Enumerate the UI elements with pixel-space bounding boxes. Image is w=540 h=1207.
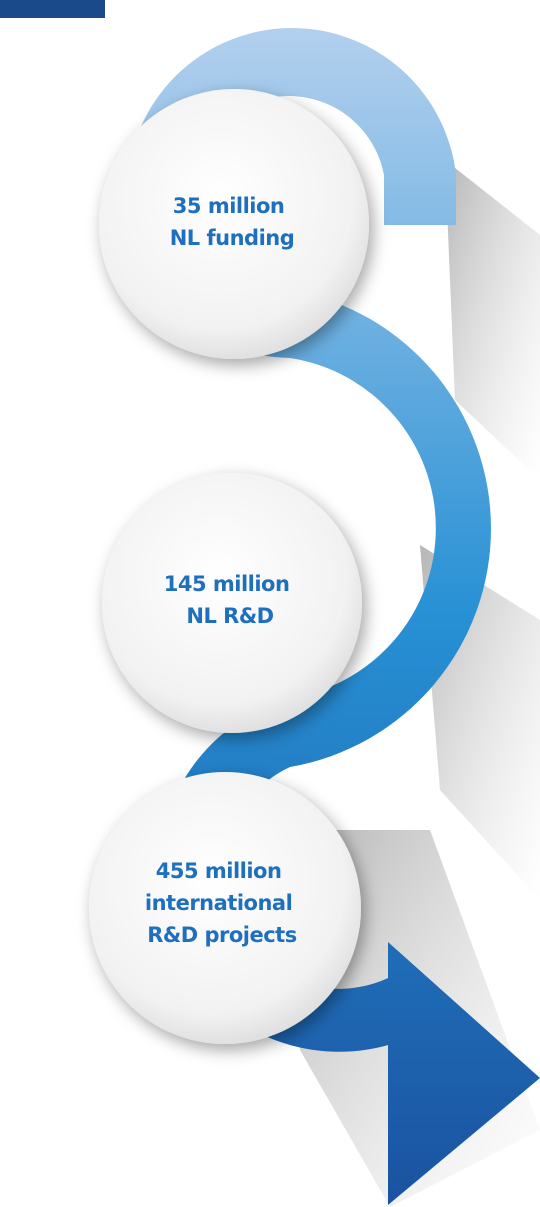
step-3-line-1: 455 million [156, 859, 282, 883]
step-1-label: 35 million NL funding [170, 194, 295, 250]
step-3-line-3: R&D projects [147, 923, 296, 947]
step-2-label: 145 million NL R&D [164, 572, 297, 628]
step-circle-1 [99, 89, 369, 359]
step-circle-3 [89, 772, 361, 1044]
step-3-label: 455 million international R&D projects [145, 859, 299, 947]
step-3-line-2: international [145, 891, 292, 915]
step-2-line-2: NL R&D [186, 604, 273, 628]
step-1-line-2: NL funding [170, 226, 295, 250]
step-circle-2 [102, 473, 362, 733]
step-1-line-1: 35 million [173, 194, 285, 218]
loop-shadow-1 [445, 160, 540, 480]
corner-block [0, 0, 105, 18]
step-2-line-1: 145 million [164, 572, 290, 596]
